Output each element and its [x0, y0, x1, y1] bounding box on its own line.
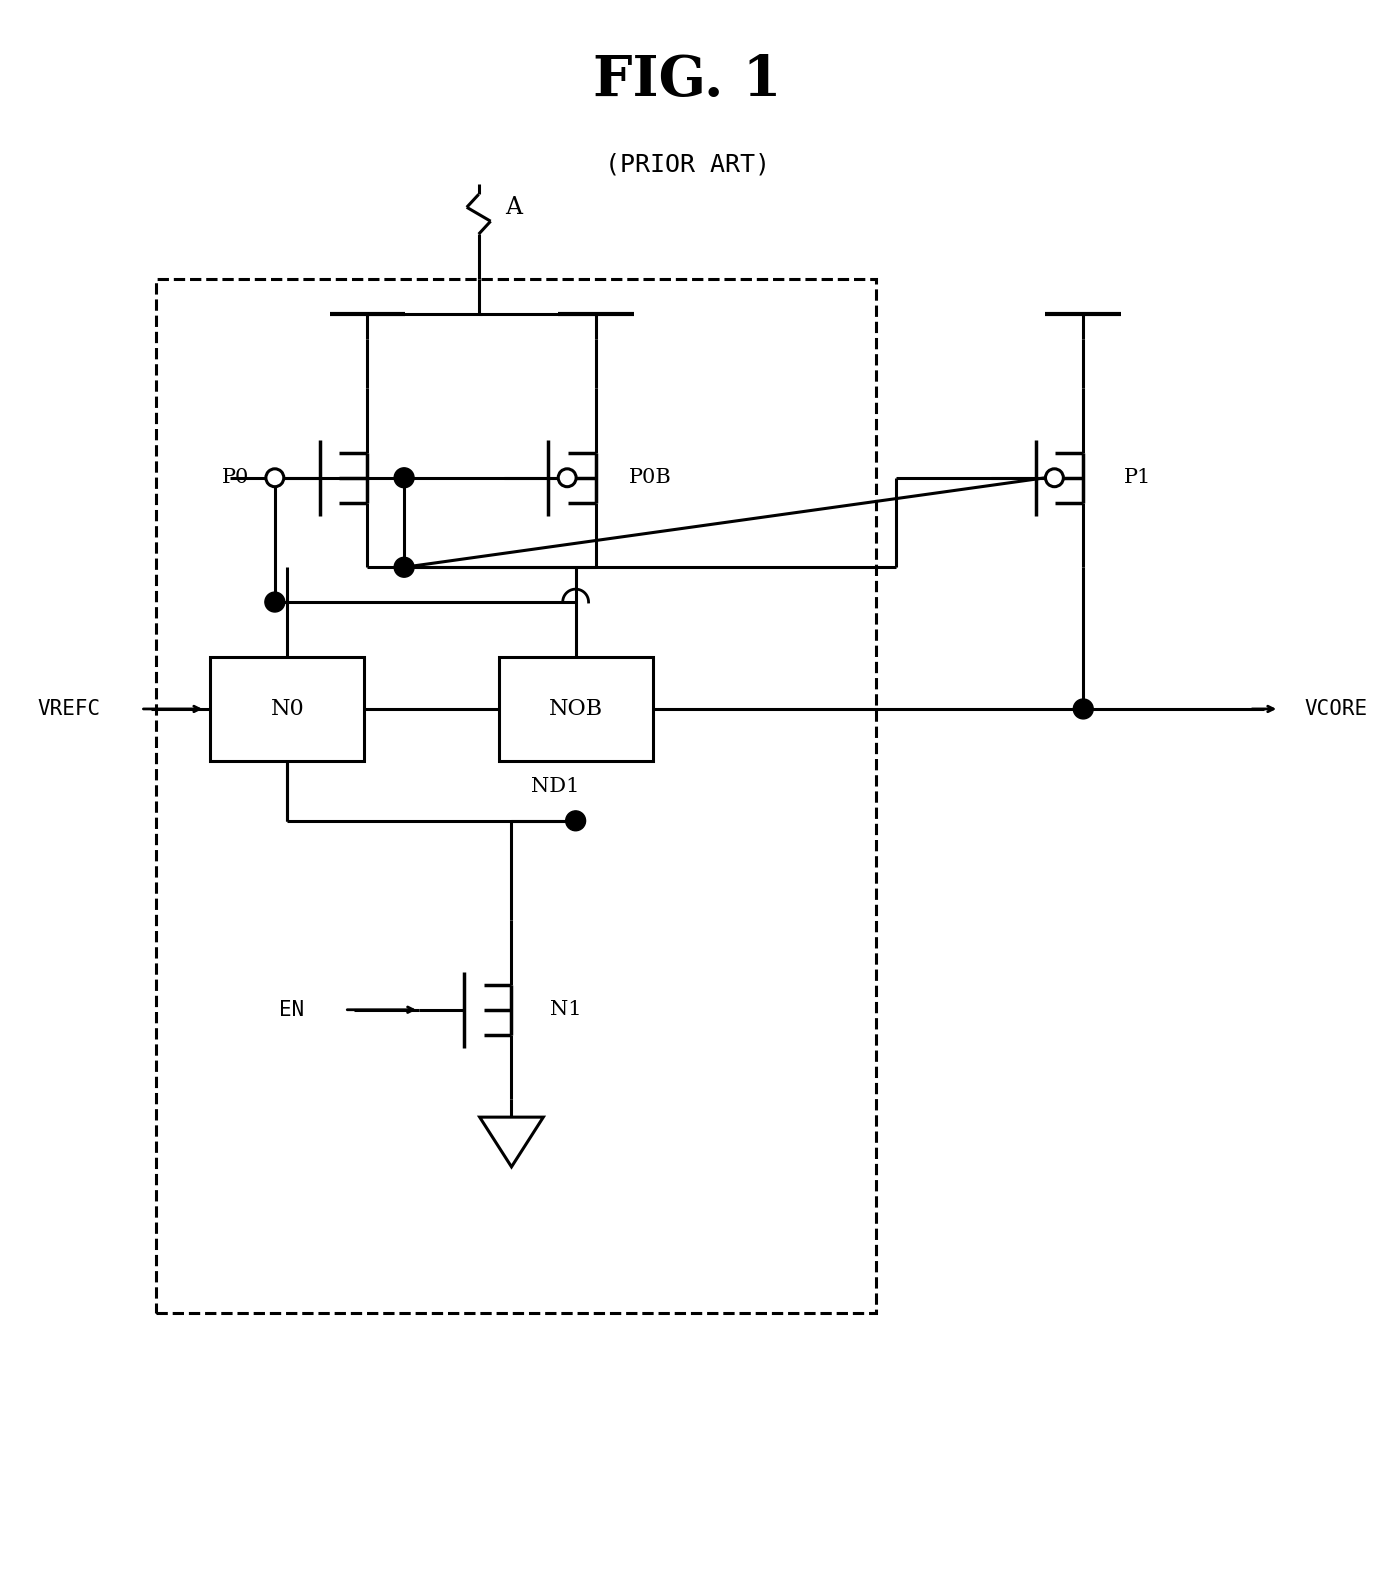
Circle shape — [558, 468, 576, 487]
Circle shape — [267, 468, 283, 487]
Circle shape — [394, 558, 414, 577]
Text: P1: P1 — [1124, 468, 1152, 487]
Circle shape — [1073, 700, 1094, 719]
Circle shape — [394, 468, 414, 487]
Text: VREFC: VREFC — [37, 698, 101, 719]
Bar — [499, 657, 653, 761]
Circle shape — [265, 593, 284, 611]
Text: EN: EN — [279, 999, 305, 1020]
Text: VCORE: VCORE — [1304, 698, 1367, 719]
Text: NOB: NOB — [548, 698, 602, 720]
Text: N1: N1 — [551, 1001, 581, 1020]
Circle shape — [566, 812, 586, 831]
Text: P0: P0 — [221, 468, 249, 487]
Text: N0: N0 — [271, 698, 304, 720]
Text: A: A — [505, 195, 522, 219]
Circle shape — [1045, 468, 1063, 487]
Text: P0B: P0B — [630, 468, 673, 487]
Bar — [210, 657, 365, 761]
Text: FIG. 1: FIG. 1 — [594, 52, 782, 107]
Text: (PRIOR ART): (PRIOR ART) — [605, 153, 771, 177]
Bar — [156, 279, 877, 1313]
Text: ND1: ND1 — [532, 777, 580, 796]
